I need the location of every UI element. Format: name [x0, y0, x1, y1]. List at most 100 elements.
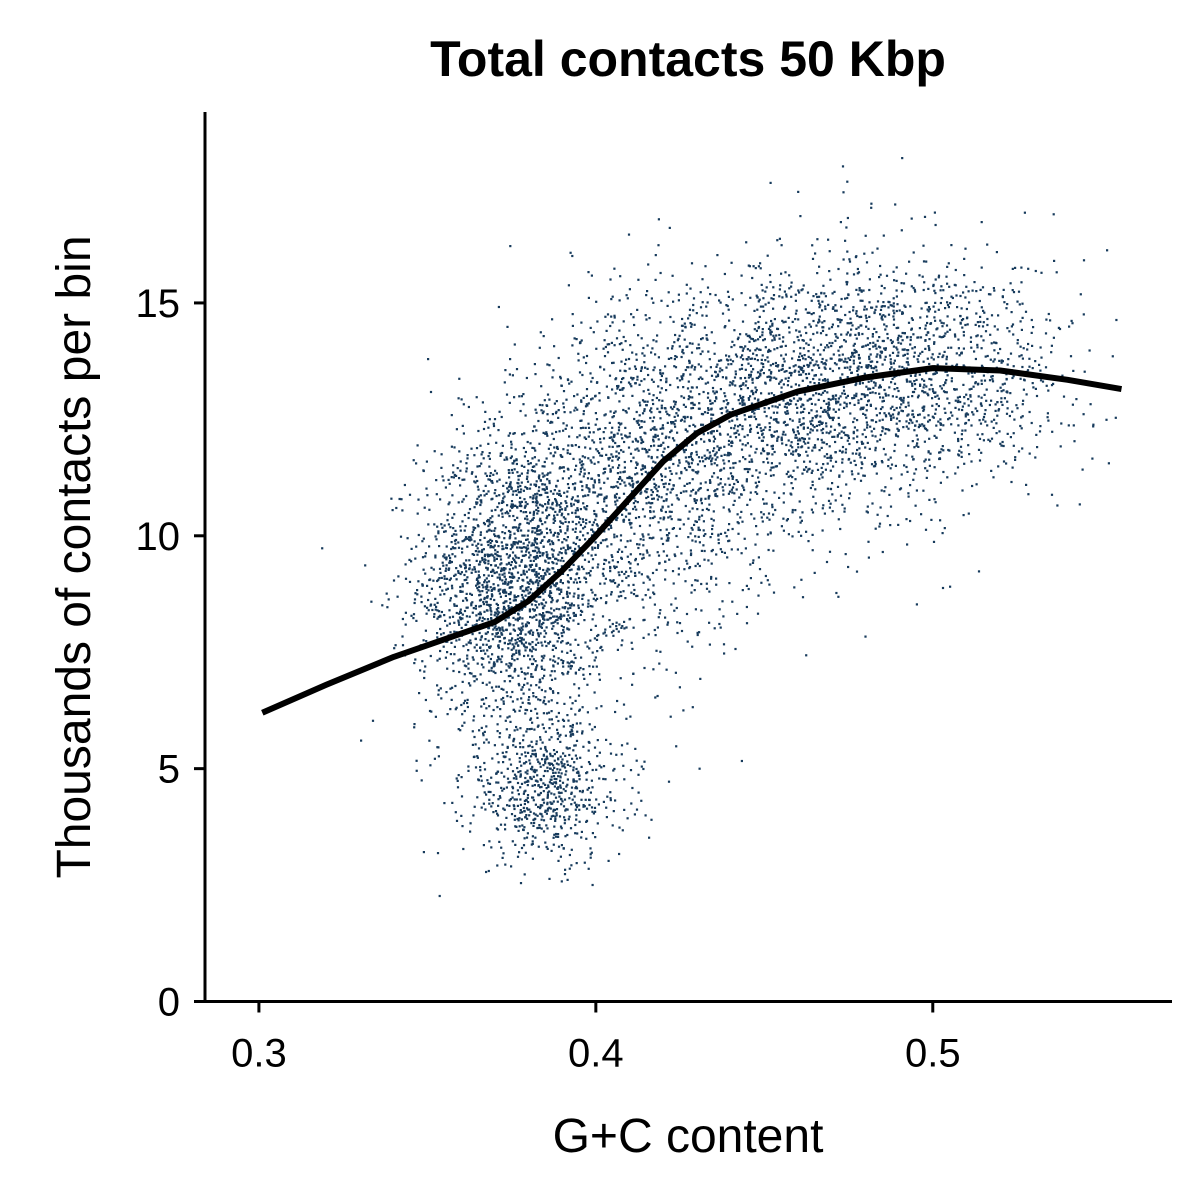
- scatter-point: [509, 798, 512, 801]
- scatter-point: [622, 320, 625, 323]
- scatter-point: [531, 641, 534, 644]
- scatter-point: [650, 818, 653, 821]
- scatter-point: [436, 746, 439, 749]
- scatter-point: [525, 625, 528, 628]
- scatter-point: [636, 563, 639, 566]
- scatter-point: [661, 426, 664, 429]
- scatter-point: [733, 393, 736, 396]
- scatter-point: [573, 488, 576, 491]
- scatter-point: [580, 798, 583, 801]
- scatter-point: [461, 478, 464, 481]
- scatter-point: [598, 673, 601, 676]
- scatter-point: [534, 531, 537, 534]
- scatter-point: [544, 703, 547, 706]
- scatter-point: [526, 817, 529, 820]
- scatter-point: [675, 534, 678, 538]
- scatter-point: [701, 301, 704, 304]
- scatter-point: [654, 436, 657, 439]
- scatter-point: [555, 607, 558, 610]
- scatter-point: [549, 452, 552, 455]
- scatter-point: [818, 424, 821, 427]
- scatter-point: [649, 517, 652, 520]
- scatter-point: [518, 649, 521, 652]
- scatter-point: [609, 468, 612, 471]
- scatter-point: [771, 453, 774, 456]
- scatter-point: [863, 474, 866, 477]
- scatter-point: [532, 512, 535, 515]
- scatter-point: [614, 410, 617, 413]
- scatter-point: [765, 321, 768, 324]
- scatter-point: [523, 672, 526, 675]
- scatter-point: [627, 407, 630, 410]
- scatter-point: [768, 426, 772, 429]
- scatter-point: [546, 413, 549, 416]
- scatter-point: [566, 618, 569, 621]
- scatter-point: [492, 662, 495, 665]
- scatter-point: [691, 401, 694, 404]
- scatter-point: [531, 616, 534, 619]
- scatter-point: [874, 343, 877, 346]
- scatter-point: [844, 448, 848, 451]
- scatter-point: [754, 391, 757, 394]
- scatter-point: [552, 764, 555, 767]
- scatter-point: [603, 339, 606, 342]
- scatter-point: [497, 798, 500, 801]
- scatter-point: [695, 453, 698, 456]
- scatter-point: [494, 635, 497, 638]
- scatter-point: [570, 502, 573, 505]
- scatter-point: [566, 483, 570, 486]
- scatter-point: [737, 532, 740, 535]
- scatter-point: [522, 572, 525, 575]
- scatter-point: [895, 422, 898, 425]
- scatter-point: [649, 596, 652, 599]
- scatter-point: [549, 817, 552, 820]
- scatter-point: [555, 410, 558, 413]
- scatter-point: [577, 587, 580, 590]
- scatter-point: [633, 571, 637, 575]
- scatter-point: [799, 215, 802, 218]
- scatter-point: [542, 612, 545, 615]
- scatter-point: [487, 869, 490, 873]
- scatter-point: [715, 396, 718, 399]
- scatter-point: [510, 606, 513, 609]
- scatter-point: [496, 812, 499, 815]
- scatter-point: [522, 511, 525, 514]
- scatter-point: [581, 554, 584, 557]
- scatter-point: [496, 635, 499, 638]
- scatter-point: [476, 578, 479, 581]
- scatter-point: [596, 320, 599, 323]
- scatter-point: [740, 388, 743, 391]
- scatter-point: [574, 509, 577, 512]
- scatter-point: [671, 487, 675, 490]
- scatter-point: [552, 775, 556, 778]
- scatter-point: [749, 445, 753, 448]
- scatter-point: [529, 810, 532, 813]
- scatter-point: [613, 533, 616, 536]
- scatter-point: [515, 596, 518, 599]
- scatter-point: [549, 443, 552, 446]
- scatter-point: [660, 496, 663, 499]
- scatter-point: [488, 681, 491, 684]
- scatter-point: [852, 306, 855, 309]
- scatter-point: [468, 564, 471, 567]
- scatter-point: [545, 845, 548, 849]
- scatter-point: [522, 598, 525, 601]
- scatter-point: [523, 654, 526, 658]
- scatter-point: [518, 709, 521, 712]
- scatter-point: [575, 862, 578, 865]
- scatter-point: [421, 583, 424, 586]
- scatter-point: [566, 574, 569, 577]
- scatter-point: [570, 728, 573, 731]
- scatter-point: [498, 478, 501, 481]
- scatter-point: [698, 515, 701, 518]
- scatter-point: [652, 536, 655, 539]
- scatter-point: [791, 357, 794, 360]
- scatter-point: [539, 479, 542, 482]
- scatter-point: [571, 324, 574, 327]
- scatter-point: [593, 462, 596, 465]
- scatter-point: [468, 615, 471, 618]
- scatter-point: [584, 437, 588, 440]
- scatter-point: [801, 596, 805, 599]
- scatter-point: [488, 520, 491, 523]
- scatter-point: [488, 457, 491, 460]
